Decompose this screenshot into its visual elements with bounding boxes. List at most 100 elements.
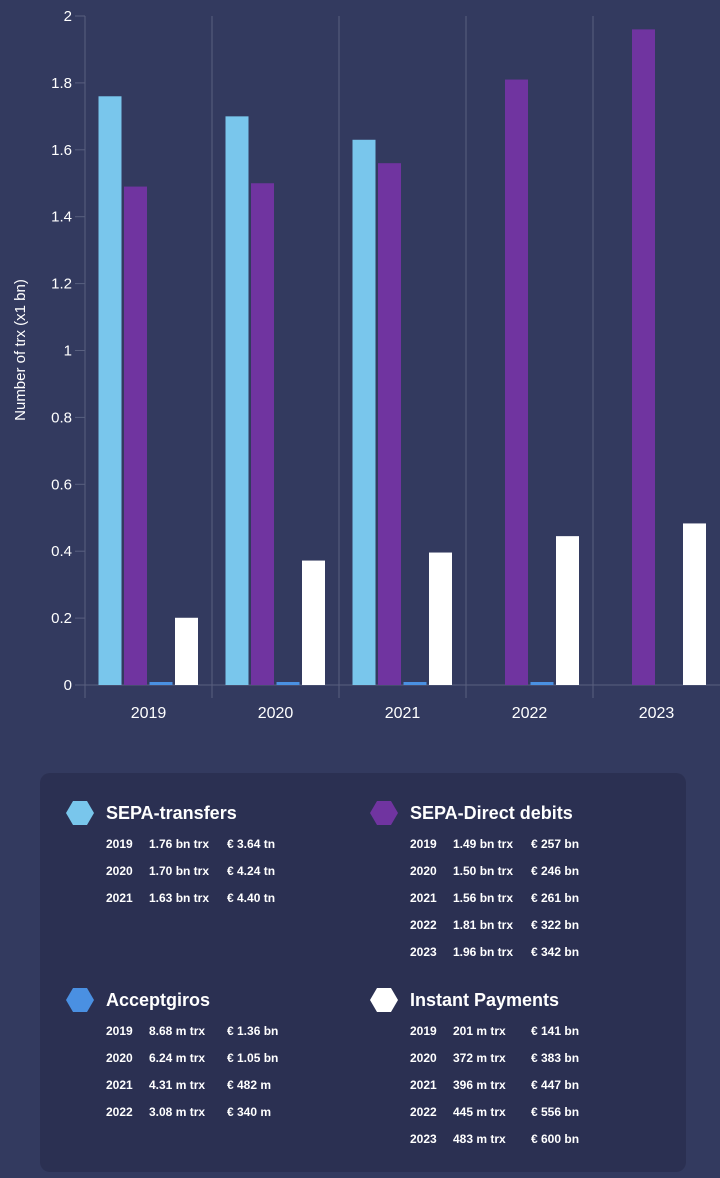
y-tick-label: 1.6: [51, 142, 72, 159]
legend-cell: € 261 bn: [531, 890, 580, 905]
legend-header: SEPA-Direct debits: [370, 799, 670, 827]
legend-cell: 2019: [410, 1024, 437, 1039]
legend-row: 2020 1.70 bn trx € 4.24 tn: [66, 858, 366, 885]
legend-cell: € 482 m: [227, 1077, 272, 1092]
legend-cell: € 342 bn: [531, 944, 580, 959]
legend-title: Instant Payments: [410, 989, 560, 1010]
legend-cell: 1.70 bn trx: [149, 864, 210, 879]
y-tick-label: 1.8: [51, 75, 72, 92]
bar-instant-payments-2022: [556, 536, 579, 685]
y-axis-label: Number of trx (x1 bn): [12, 279, 29, 421]
legend-cell: 396 m trx: [453, 1077, 506, 1092]
legend-cell: 2019: [106, 837, 133, 852]
bar-instant-payments-2020: [302, 560, 325, 685]
bar-sepa-transfers-2020: [225, 116, 249, 686]
legend-row: 2023 483 m trx € 600 bn: [370, 1125, 670, 1152]
bar-acceptgiros-2020: [276, 682, 300, 685]
legend-cell: 2020: [410, 864, 437, 879]
legend-row: 2023 1.96 bn trx € 342 bn: [370, 938, 670, 965]
legend-cell: 2021: [410, 1077, 437, 1092]
legend-cell: 1.63 bn trx: [149, 890, 210, 905]
legend-row: 2021 4.31 m trx € 482 m: [66, 1072, 366, 1099]
legend-panel: SEPA-transfers 2019 1.76 bn trx € 3.64 tn 20…: [40, 773, 686, 1172]
bar-instant-payments-2023: [683, 523, 706, 685]
legend-row: 2019 201 m trx € 141 bn: [370, 1018, 670, 1045]
legend-cell: € 322 bn: [531, 917, 580, 932]
legend-row: 2022 3.08 m trx € 340 m: [66, 1098, 366, 1125]
hexagon-icon: [66, 988, 94, 1012]
legend-cell: 4.31 m trx: [149, 1077, 206, 1092]
y-tick-label: 0.8: [51, 409, 72, 426]
legend-header: Instant Payments: [370, 986, 670, 1014]
hexagon-icon: [370, 988, 398, 1012]
bar-acceptgiros-2019: [149, 682, 173, 685]
bar-instant-payments-2019: [175, 617, 198, 685]
legend-cell: 6.24 m trx: [149, 1051, 206, 1066]
legend-title: Acceptgiros: [106, 989, 211, 1010]
legend-row: 2021 396 m trx € 447 bn: [370, 1072, 670, 1099]
legend-cell: € 257 bn: [531, 837, 580, 852]
legend-cell: 3.08 m trx: [149, 1104, 206, 1119]
legend-cell: 201 m trx: [453, 1024, 506, 1039]
legend-title: SEPA-transfers: [106, 802, 237, 823]
y-tick-label: 0: [64, 677, 72, 694]
bar-acceptgiros-2021: [403, 682, 427, 685]
y-tick-label: 1.2: [51, 276, 72, 293]
legend-cell: 2020: [106, 864, 133, 879]
x-tick-label: 2023: [639, 705, 675, 722]
legend-cell: 2019: [106, 1024, 133, 1039]
legend-cell: € 600 bn: [531, 1131, 580, 1146]
legend-cell: 2021: [106, 890, 133, 905]
bar-sepa-direct-debits-2019: [124, 186, 147, 685]
legend-cell: 2022: [410, 917, 437, 932]
legend-cell: 1.50 bn trx: [453, 864, 514, 879]
legend-cell: 2023: [410, 944, 437, 959]
legend-row: 2019 1.49 bn trx € 257 bn: [370, 831, 670, 858]
legend-row: 2021 1.56 bn trx € 261 bn: [370, 885, 670, 912]
y-tick-label: 2: [64, 8, 72, 25]
legend-cell: 1.49 bn trx: [453, 837, 514, 852]
bar-acceptgiros-2022: [530, 682, 554, 685]
y-tick-label: 1.4: [51, 209, 72, 226]
y-tick-label: 0.6: [51, 476, 72, 493]
bar-chart: 0 0.2 0.4 0.6 0.8 1 1.2 1.4 1.6 1.8 2 Number of trx…: [12, 8, 720, 722]
legend-cell: 1.76 bn trx: [149, 837, 210, 852]
y-tick-label: 1: [64, 343, 72, 360]
bar-sepa-direct-debits-2020: [251, 183, 274, 685]
legend-cell: € 1.05 bn: [227, 1051, 279, 1066]
legend-title: SEPA-Direct debits: [410, 802, 573, 823]
bar-sepa-transfers-2019: [98, 96, 122, 685]
legend-row: 2019 1.76 bn trx € 3.64 tn: [66, 831, 366, 858]
legend-cell: 445 m trx: [453, 1104, 506, 1119]
legend-series: SEPA-transfers 2019 1.76 bn trx € 3.64 tn 20…: [66, 799, 366, 911]
legend-header: SEPA-transfers: [66, 799, 366, 827]
legend-row: 2022 1.81 bn trx € 322 bn: [370, 911, 670, 938]
legend-cell: € 556 bn: [531, 1104, 580, 1119]
x-tick-label: 2022: [512, 705, 548, 722]
legend-row: 2020 6.24 m trx € 1.05 bn: [66, 1045, 366, 1072]
legend-cell: 2023: [410, 1131, 437, 1146]
legend-cell: € 4.24 tn: [227, 864, 276, 879]
legend-cell: € 4.40 tn: [227, 890, 276, 905]
legend-cell: € 340 m: [227, 1104, 272, 1119]
hexagon-icon: [66, 801, 94, 825]
legend-series: SEPA-Direct debits 2019 1.49 bn trx € 257 b…: [370, 799, 670, 965]
legend-cell: 372 m trx: [453, 1051, 506, 1066]
legend-cell: € 447 bn: [531, 1077, 580, 1092]
legend-cell: 1.81 bn trx: [453, 917, 514, 932]
bar-sepa-direct-debits-2021: [378, 163, 401, 685]
legend-row: 2020 1.50 bn trx € 246 bn: [370, 858, 670, 885]
x-tick-label: 2019: [131, 705, 167, 722]
legend-series: Acceptgiros 2019 8.68 m trx € 1.36 bn 2020 6.…: [66, 986, 366, 1125]
legend-cell: 483 m trx: [453, 1131, 506, 1146]
x-tick-label: 2021: [385, 705, 421, 722]
legend-cell: 1.56 bn trx: [453, 890, 514, 905]
legend-cell: 2022: [410, 1104, 437, 1119]
legend-cell: 2022: [106, 1104, 133, 1119]
legend-cell: € 383 bn: [531, 1051, 580, 1066]
x-tick-label: 2020: [258, 705, 294, 722]
hexagon-icon: [370, 801, 398, 825]
legend-cell: 2020: [410, 1051, 437, 1066]
legend-row: 2022 445 m trx € 556 bn: [370, 1098, 670, 1125]
legend-cell: 2020: [106, 1051, 133, 1066]
